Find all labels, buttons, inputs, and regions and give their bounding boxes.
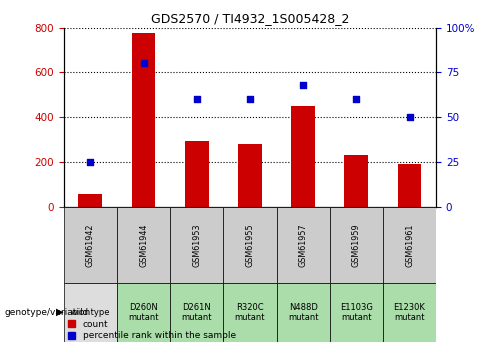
Point [86,159,94,165]
Bar [276,283,330,342]
Text: ▶: ▶ [56,307,64,317]
Text: E1230K
mutant: E1230K mutant [393,303,425,322]
Point [140,61,147,66]
Text: GSM61953: GSM61953 [192,223,201,267]
Bar [117,207,170,283]
Text: GSM61961: GSM61961 [405,223,414,267]
Bar [223,207,276,283]
Bar [170,207,223,283]
Bar [383,283,436,342]
Text: GSM61957: GSM61957 [298,223,308,267]
Point [246,97,254,102]
Bar [223,283,276,342]
Bar [64,207,117,283]
Text: genotype/variation: genotype/variation [5,308,91,317]
Text: wild type: wild type [71,308,110,317]
Point [406,115,414,120]
Text: GSM61942: GSM61942 [86,223,95,267]
Point [352,97,360,102]
Text: E1103G
mutant: E1103G mutant [340,303,373,322]
Point [193,97,200,102]
Bar [330,283,383,342]
Text: GSM61955: GSM61955 [245,223,254,267]
Text: N488D
mutant: N488D mutant [288,303,318,322]
Text: GSM61944: GSM61944 [139,223,148,267]
Text: D261N
mutant: D261N mutant [181,303,212,322]
Bar [330,207,383,283]
Text: R320C
mutant: R320C mutant [235,303,265,322]
Bar [185,141,209,207]
Bar [344,155,368,207]
Bar [170,283,223,342]
Legend: count, percentile rank within the sample: count, percentile rank within the sample [68,320,236,341]
Point [299,82,307,88]
Bar [291,106,315,207]
Bar [78,194,102,207]
Bar [64,283,117,342]
Title: GDS2570 / TI4932_1S005428_2: GDS2570 / TI4932_1S005428_2 [151,12,349,25]
Bar [238,144,262,207]
Text: GSM61959: GSM61959 [352,223,361,267]
Text: D260N
mutant: D260N mutant [128,303,159,322]
Bar [117,283,170,342]
Bar [276,207,330,283]
Bar [383,207,436,283]
Bar [397,164,421,207]
Bar [131,33,155,207]
